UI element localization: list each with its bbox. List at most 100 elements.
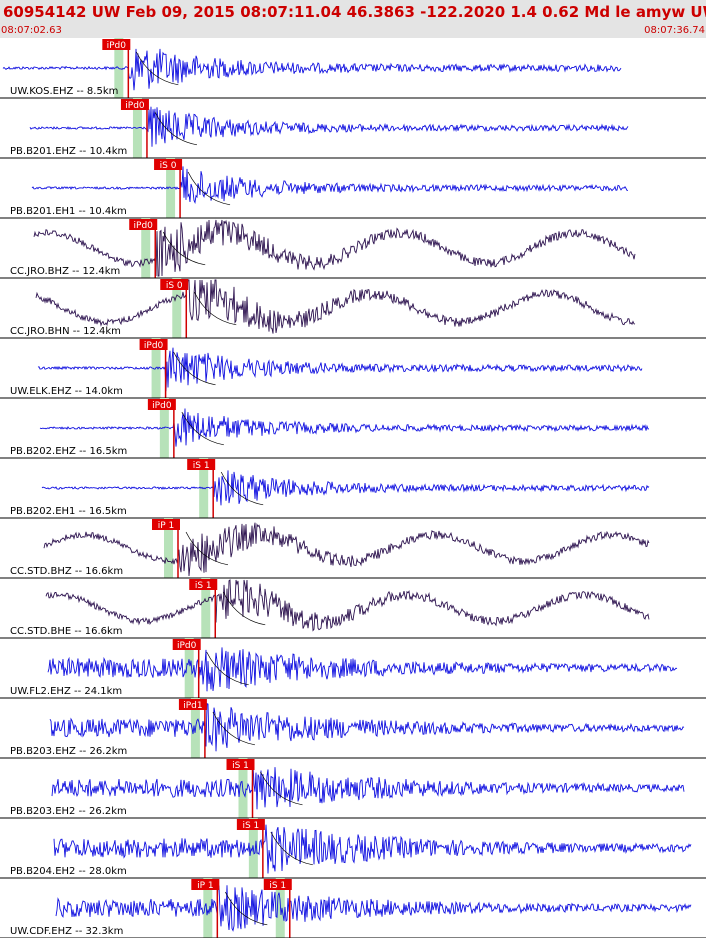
pick-label: iS 1	[269, 881, 286, 891]
pick-label: iPd0	[152, 401, 172, 411]
station-label: PB.B201.EHZ -- 10.4km	[10, 146, 127, 157]
trace-panel[interactable]: iS 0 CC.JRO.BHN -- 12.4km	[0, 278, 706, 339]
pick-label: iS 1	[242, 821, 259, 831]
station-label: CC.STD.BHZ -- 16.6km	[10, 566, 123, 577]
travel-time-curve	[181, 411, 224, 446]
pick-label-box[interactable]	[263, 879, 292, 890]
travel-time-curve	[193, 291, 237, 326]
station-label: UW.KOS.EHZ -- 8.5km	[10, 86, 118, 97]
station-label: PB.B203.EH2 -- 26.2km	[10, 806, 127, 817]
travel-time-curve	[220, 471, 264, 506]
trace-panel[interactable]: iS 1 PB.B204.EH2 -- 28.0km	[0, 818, 706, 879]
pick-label: iS 0	[166, 281, 183, 291]
pick-label: iP 1	[197, 881, 214, 891]
travel-time-curve	[162, 231, 206, 266]
travel-time-curve	[222, 591, 266, 626]
pick-label-box[interactable]	[102, 39, 131, 50]
pick-label-box[interactable]	[226, 759, 255, 770]
travel-time-curve	[185, 531, 229, 566]
waveform-trace	[33, 219, 636, 277]
event-summary: 60954142 UW Feb 09, 2015 08:07:11.04 46.…	[3, 3, 706, 21]
header-bar	[0, 0, 706, 38]
station-label: PB.B203.EHZ -- 26.2km	[10, 746, 127, 757]
travel-time-curve	[173, 351, 216, 386]
trace-panel[interactable]: iPd0 PB.B202.EHZ -- 16.5km	[0, 398, 706, 459]
waveform-trace	[55, 883, 692, 932]
trace-panel[interactable]: iS 1 PB.B202.EH1 -- 16.5km	[0, 458, 706, 519]
pick-window	[172, 278, 182, 338]
station-label: PB.B201.EH1 -- 10.4km	[10, 206, 127, 217]
travel-time-curve	[212, 711, 255, 746]
trace-panel[interactable]: iP 1 CC.STD.BHZ -- 16.6km	[0, 518, 706, 579]
station-label: CC.JRO.BHN -- 12.4km	[10, 326, 121, 337]
end-time-label: 08:07:36.74	[644, 25, 705, 36]
trace-panel[interactable]: iP 1 iS 1 UW.CDF.EHZ -- 32.3km	[0, 878, 706, 938]
pick-label: iPd1	[183, 701, 202, 711]
travel-time-curve	[206, 651, 249, 686]
travel-time-curve	[187, 171, 231, 206]
pick-label-box[interactable]	[172, 639, 201, 650]
pick-label-box[interactable]	[147, 399, 176, 410]
station-label: CC.JRO.BHZ -- 12.4km	[10, 266, 120, 277]
waveform-trace	[47, 647, 678, 692]
waveform-trace	[45, 579, 650, 632]
pick-label: iS 1	[193, 461, 210, 471]
pick-label: iPd0	[134, 221, 154, 231]
pick-window	[184, 638, 194, 698]
trace-panel[interactable]: iS 1 CC.STD.BHE -- 16.6km	[0, 578, 706, 639]
trace-panel[interactable]: iS 1 PB.B203.EH2 -- 26.2km	[0, 758, 706, 819]
waveform-trace	[37, 347, 643, 392]
station-label: UW.FL2.EHZ -- 24.1km	[10, 686, 122, 697]
start-time-label: 08:07:02.63	[1, 25, 62, 36]
pick-label-box[interactable]	[178, 699, 207, 710]
pick-window	[201, 578, 211, 638]
pick-label-box[interactable]	[191, 879, 220, 890]
pick-window	[164, 518, 174, 578]
waveform-trace	[41, 470, 650, 506]
waveform-trace	[43, 522, 650, 577]
travel-time-curve	[260, 771, 303, 806]
travel-time-curve	[270, 831, 313, 866]
station-label: UW.ELK.EHZ -- 14.0km	[10, 386, 123, 397]
pick-window	[203, 878, 213, 938]
waveform-trace	[49, 703, 685, 752]
pick-label-box[interactable]	[129, 219, 158, 230]
waveform-trace	[51, 764, 685, 810]
travel-time-curve	[154, 111, 198, 146]
station-label: PB.B202.EHZ -- 16.5km	[10, 446, 127, 457]
trace-panels: iPd0 UW.KOS.EHZ -- 8.5km iPd0 PB.B201.EHZ -…	[0, 38, 706, 938]
pick-label-box[interactable]	[139, 339, 168, 350]
pick-label-box[interactable]	[189, 579, 218, 590]
waveform-trace	[31, 166, 629, 204]
trace-panel[interactable]: iPd1 PB.B203.EHZ -- 26.2km	[0, 698, 706, 759]
pick-label: iP 1	[158, 521, 175, 531]
pick-label-box[interactable]	[236, 819, 265, 830]
station-label: CC.STD.BHE -- 16.6km	[10, 626, 123, 637]
trace-panel[interactable]: iPd0 UW.KOS.EHZ -- 8.5km	[0, 38, 706, 99]
waveform-trace	[29, 106, 629, 147]
trace-panel[interactable]: iPd0 UW.FL2.EHZ -- 24.1km	[0, 638, 706, 699]
travel-time-curve	[136, 51, 179, 86]
pick-label-box[interactable]	[154, 159, 183, 170]
pick-label-box[interactable]	[187, 459, 216, 470]
pick-label: iS 1	[232, 761, 249, 771]
waveform-trace	[2, 48, 622, 91]
pick-label: iPd0	[144, 341, 164, 351]
station-label: PB.B204.EH2 -- 28.0km	[10, 866, 127, 877]
station-label: PB.B202.EH1 -- 16.5km	[10, 506, 127, 517]
pick-label-box[interactable]	[152, 519, 181, 530]
pick-label-box[interactable]	[120, 99, 149, 110]
trace-panel[interactable]: iS 0 PB.B201.EH1 -- 10.4km	[0, 158, 706, 219]
trace-panel[interactable]: iPd0 CC.JRO.BHZ -- 12.4km	[0, 218, 706, 279]
travel-time-curve	[225, 891, 268, 926]
trace-panel[interactable]: iPd0 PB.B201.EHZ -- 10.4km	[0, 98, 706, 159]
waveform-trace	[35, 279, 636, 334]
pick-label-box[interactable]	[160, 279, 189, 290]
waveform-trace	[53, 824, 692, 874]
pick-label: iPd0	[107, 41, 127, 51]
trace-panel[interactable]: iPd0 UW.ELK.EHZ -- 14.0km	[0, 338, 706, 399]
waveform-trace	[39, 408, 650, 447]
pick-window	[141, 218, 151, 278]
pick-label: iS 0	[160, 161, 177, 171]
